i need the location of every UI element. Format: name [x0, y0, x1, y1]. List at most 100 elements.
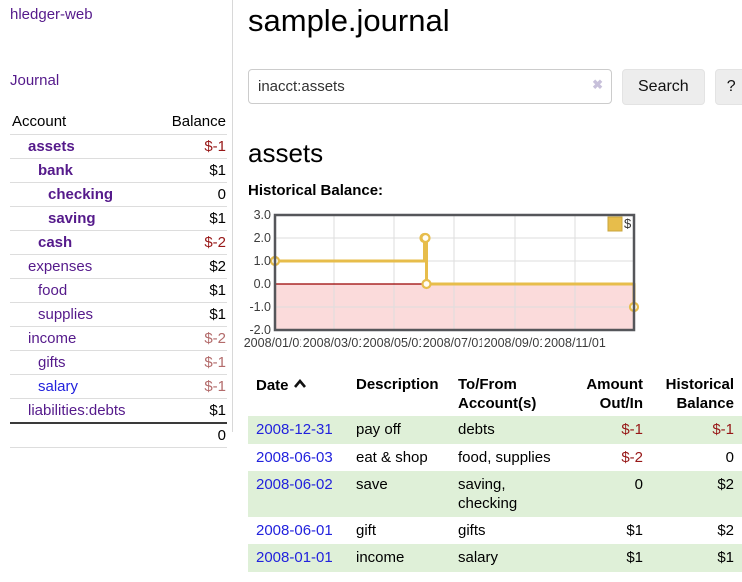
transaction-balance: $1	[717, 549, 734, 567]
account-link[interactable]: checking	[48, 185, 114, 203]
register-col-date-label: Date	[256, 377, 289, 394]
account-row: supplies $1	[10, 302, 227, 327]
account-link[interactable]: expenses	[28, 257, 93, 275]
account-link[interactable]: supplies	[38, 305, 94, 323]
transaction-balance: $2	[717, 522, 734, 540]
svg-text:2008/01/01: 2008/01/01	[244, 336, 307, 350]
account-balance: $1	[155, 158, 227, 183]
nav-journal-link[interactable]: Journal	[10, 72, 60, 89]
transaction-accounts: food, supplies	[458, 448, 551, 466]
account-balance: $-2	[155, 230, 227, 255]
account-row: checking 0	[10, 182, 227, 207]
account-row: expenses $2	[10, 254, 227, 279]
svg-text:0.0: 0.0	[254, 277, 271, 291]
register-row: 2008-12-31 pay off debts $-1 $-1	[248, 416, 742, 444]
register-col-description: Description	[356, 376, 439, 393]
search-box: ✖	[248, 69, 612, 104]
svg-text:3.0: 3.0	[254, 208, 271, 222]
account-link[interactable]: liabilities:debts	[28, 401, 126, 419]
svg-text:2008/07/01: 2008/07/01	[423, 336, 486, 350]
historical-balance-chart: $3.0 2.0 1.0 0.0 -1.0 -2.0 2008/01/01 2008/03/0…	[242, 208, 736, 356]
account-row: assets $-1	[10, 134, 227, 159]
account-link[interactable]: food	[38, 281, 68, 299]
register-row: 2008-06-01 gift gifts $1 $2	[248, 517, 742, 544]
search-form: ✖ Search ?	[248, 69, 742, 105]
register-row: 2008-01-01 income salary $1 $1	[248, 544, 742, 572]
account-balance: $1	[155, 302, 227, 327]
search-input[interactable]	[248, 69, 612, 104]
accounts-col-balance: Balance	[155, 110, 227, 135]
chart-title: Historical Balance:	[248, 182, 384, 199]
transaction-date-link[interactable]: 2008-06-01	[256, 522, 333, 540]
help-button[interactable]: ?	[714, 69, 742, 105]
register-col-balance: Historical Balance	[665, 376, 734, 413]
transaction-balance: $-1	[712, 421, 734, 439]
svg-text:-1.0: -1.0	[249, 300, 271, 314]
sort-ascending-icon	[293, 375, 307, 394]
account-link[interactable]: gifts	[38, 353, 66, 371]
account-balance: $-2	[155, 326, 227, 351]
account-link[interactable]: income	[28, 329, 77, 347]
transaction-balance: 0	[725, 448, 734, 466]
svg-text:-2.0: -2.0	[249, 323, 271, 337]
account-balance: 0	[155, 182, 227, 207]
page-title: sample.journal	[248, 3, 450, 38]
transaction-date-link[interactable]: 2008-12-31	[256, 421, 333, 439]
register-table: Date Description To/From Account(s) Amou…	[248, 371, 742, 572]
account-balance: $-1	[155, 374, 227, 399]
accounts-total-row: 0	[10, 421, 227, 448]
transaction-date-link[interactable]: 2008-01-01	[256, 549, 333, 567]
account-row: salary $-1	[10, 374, 227, 399]
account-heading: assets	[248, 138, 324, 168]
account-link[interactable]: salary	[38, 377, 79, 395]
svg-text:1.0: 1.0	[254, 254, 271, 268]
transaction-accounts: saving, checking	[458, 475, 518, 512]
transaction-date-link[interactable]: 2008-06-02	[256, 475, 333, 493]
transaction-accounts: salary	[458, 549, 499, 567]
account-balance: $1	[155, 398, 227, 423]
accounts-header-row: Account Balance	[10, 110, 227, 135]
svg-text:2008/09/01: 2008/09/01	[484, 336, 547, 350]
account-row: food $1	[10, 278, 227, 303]
account-link[interactable]: bank	[38, 161, 74, 179]
transaction-date-link[interactable]: 2008-06-03	[256, 448, 333, 466]
accounts-table: Account Balance assets $-1 bank $1 check…	[10, 110, 227, 448]
register-row: 2008-06-03 eat & shop food, supplies $-2…	[248, 444, 742, 471]
transaction-amount: $1	[626, 522, 643, 540]
account-link[interactable]: cash	[38, 233, 73, 251]
transaction-description: save	[356, 475, 388, 493]
transaction-amount: $-1	[621, 421, 643, 439]
register-header-row: Date Description To/From Account(s) Amou…	[248, 371, 742, 416]
clear-search-icon[interactable]: ✖	[592, 77, 603, 92]
main-content: sample.journal ✖ Search ? assets Histori…	[233, 0, 742, 582]
svg-text:2008/11/01: 2008/11/01	[544, 336, 606, 350]
account-row: cash $-2	[10, 230, 227, 255]
transaction-amount: 0	[634, 475, 643, 493]
search-button[interactable]: Search	[622, 69, 705, 105]
register-col-date[interactable]: Date	[248, 371, 348, 416]
register-row: 2008-06-02 save saving, checking 0 $2	[248, 470, 742, 518]
transaction-amount: $1	[626, 549, 643, 567]
transaction-balance: $2	[717, 475, 734, 493]
balance-line-chart-svg: $3.0 2.0 1.0 0.0 -1.0 -2.02008/01/012008/03/0…	[242, 208, 640, 351]
transaction-description: gift	[356, 522, 377, 540]
account-row: gifts $-1	[10, 350, 227, 375]
transaction-amount: $-2	[621, 448, 643, 466]
account-balance: $1	[155, 206, 227, 231]
transaction-accounts: gifts	[458, 522, 486, 540]
svg-text:2008/05/01: 2008/05/01	[363, 336, 426, 350]
account-balance: $2	[155, 254, 227, 279]
account-link[interactable]: saving	[48, 209, 96, 227]
account-balance: $-1	[155, 350, 227, 375]
account-row: bank $1	[10, 158, 227, 183]
transaction-description: eat & shop	[356, 448, 428, 466]
account-row: saving $1	[10, 206, 227, 231]
transaction-description: income	[356, 549, 405, 567]
app-title-link[interactable]: hledger-web	[10, 6, 93, 23]
accounts-total-spacer	[10, 421, 156, 448]
svg-text:2008/03/01: 2008/03/01	[303, 336, 366, 350]
account-link[interactable]: assets	[28, 137, 75, 155]
register-col-amount: Amount Out/In	[586, 376, 643, 413]
account-row: income $-2	[10, 326, 227, 351]
